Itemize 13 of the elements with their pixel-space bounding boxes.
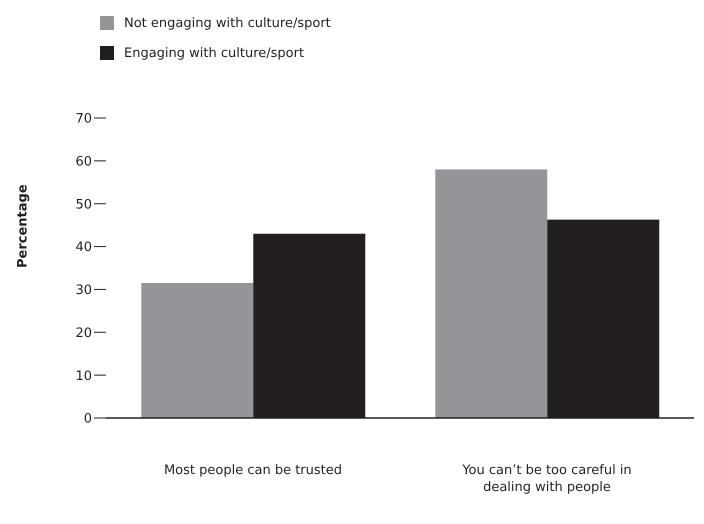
y-tick-label: 10 — [75, 368, 92, 384]
x-tick-label: You can’t be too careful in dealing with people — [461, 463, 632, 495]
y-tick-label: 0 — [84, 412, 92, 427]
y-tick-label: 70 — [75, 112, 92, 127]
y-tick-label: 20 — [75, 326, 92, 341]
y-tick-label: 40 — [75, 240, 92, 256]
y-tick-label: 30 — [75, 283, 92, 298]
y-tick-label: 50 — [75, 197, 92, 212]
y-axis-title: Percentage — [16, 184, 31, 268]
legend-label: Engaging with culture/sport — [123, 44, 306, 62]
legend-label: Not engaging with culture/sport — [123, 14, 332, 32]
y-tick-label: 60 — [75, 154, 92, 170]
x-tick-label: Most people can be trusted — [164, 463, 342, 478]
